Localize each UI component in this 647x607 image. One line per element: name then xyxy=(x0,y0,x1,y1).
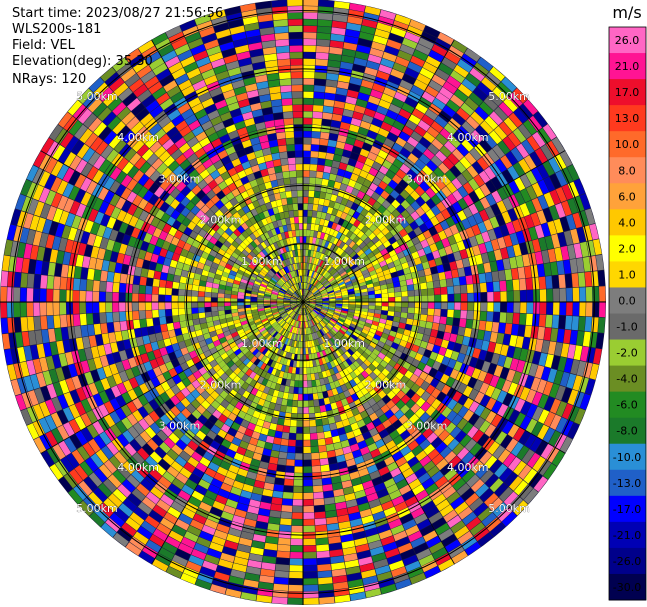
ring-label: 1.00km xyxy=(241,337,283,350)
velocity-gates-5 xyxy=(10,32,598,598)
velocity-gates-13 xyxy=(4,22,586,585)
nrays-label: NRays: 120 xyxy=(12,72,87,87)
velocity-colorbar: m/s 26.0 21.0 17.0 13.0 10.0 8.0 6.0 4.0 2.0 1.0 0.… xyxy=(608,3,647,601)
colorbar-tick-label: 4.0 xyxy=(618,216,636,229)
instrument-label: WLS200s-181 xyxy=(12,22,102,37)
colorbar-tick-label: -13.0 xyxy=(613,477,641,490)
ring-label: 5.00km xyxy=(488,90,530,103)
colorbar-tick-label: 26.0 xyxy=(615,34,640,47)
colorbar-segment xyxy=(609,287,646,314)
ring-label: 4.00km xyxy=(447,131,489,144)
colorbar-segment xyxy=(609,27,646,54)
colorbar-segment xyxy=(609,417,646,445)
colorbar-segment xyxy=(609,313,646,341)
colorbar-segment xyxy=(609,443,646,471)
ring-label: 2.00km xyxy=(200,214,242,227)
velocity-gates-18 xyxy=(0,29,591,585)
range-rings xyxy=(0,0,606,605)
colorbar-tick-label: 0.0 xyxy=(618,294,636,307)
colorbar-tick-label: -26.0 xyxy=(613,555,641,568)
colorbar-segment xyxy=(609,365,646,393)
colorbar-tick-label: 8.0 xyxy=(618,164,636,177)
colorbar-tick-label: -1.0 xyxy=(616,321,637,334)
velocity-gates-15 xyxy=(17,26,606,605)
velocity-gates-7 xyxy=(2,6,600,579)
colorbar-segment xyxy=(609,261,646,288)
colorbar-tick-label: 13.0 xyxy=(615,112,640,125)
colorbar-frame xyxy=(608,26,647,601)
colorbar-segment xyxy=(609,105,646,132)
start-time-label: Start time: 2023/08/27 21:56:56 xyxy=(12,6,224,21)
colorbar-tick-label: 2.0 xyxy=(618,242,636,255)
elevation-label: Elevation(deg): 35.30 xyxy=(12,54,153,69)
colorbar-tick-label: -21.0 xyxy=(613,529,641,542)
velocity-gates-12 xyxy=(8,14,596,601)
colorbar-unit: m/s xyxy=(612,3,641,22)
ring-label: 4.00km xyxy=(447,461,489,474)
field-label: Field: VEL xyxy=(12,38,75,53)
ring-label: 1.00km xyxy=(323,255,365,268)
colorbar-tick-label: 6.0 xyxy=(618,190,636,203)
colorbar-tick-label: -2.0 xyxy=(616,347,637,360)
colorbar-tick-label: -17.0 xyxy=(613,503,641,516)
velocity-gates-4 xyxy=(0,3,606,590)
colorbar-tick-label: -4.0 xyxy=(616,373,637,386)
colorbar-segment xyxy=(609,547,646,575)
colorbar-segment xyxy=(609,183,646,210)
ring-label: 2.00km xyxy=(200,378,242,391)
colorbar-segment xyxy=(609,209,646,236)
velocity-gates-20 xyxy=(8,0,586,598)
colorbar-segment xyxy=(609,469,646,497)
ring-label: 1.00km xyxy=(323,337,365,350)
colorbar-segment xyxy=(609,339,646,367)
ring-label: 2.00km xyxy=(365,378,407,391)
colorbar-segment xyxy=(609,157,646,184)
colorbar-segment xyxy=(609,495,646,523)
colorbar-tick-label: -30.0 xyxy=(613,581,641,594)
colorbar-tick-label: 1.0 xyxy=(618,268,636,281)
colorbar-segment xyxy=(609,573,646,601)
colorbar-segment xyxy=(609,79,646,106)
ring-label: 5.00km xyxy=(76,502,118,515)
colorbar-segment xyxy=(609,235,646,262)
colorbar-tick-label: 21.0 xyxy=(615,60,640,73)
colorbar-tick-label: -8.0 xyxy=(616,425,637,438)
colorbar-tick-label: -6.0 xyxy=(616,399,637,412)
colorbar-tick-label: 10.0 xyxy=(615,138,640,151)
velocity-gates-19 xyxy=(14,12,596,595)
ring-label: 3.00km xyxy=(159,420,201,433)
ring-label: 4.00km xyxy=(117,131,159,144)
colorbar-tick-label: -10.0 xyxy=(613,451,641,464)
colorbar-tick-label: 17.0 xyxy=(615,86,640,99)
velocity-gates-0 xyxy=(0,6,599,605)
ring-label: 5.00km xyxy=(76,90,118,103)
colorbar-segment xyxy=(609,521,646,549)
ring-label: 5.00km xyxy=(488,502,530,515)
ring-labels: 1.00km 1.00km 1.00km 1.00km 2.00km 2.00km 2.00… xyxy=(76,90,530,515)
colorbar-segment xyxy=(609,53,646,80)
ring-label: 2.00km xyxy=(365,214,407,227)
ring-label: 3.00km xyxy=(159,172,201,185)
ring-label: 3.00km xyxy=(406,420,448,433)
ring-label: 4.00km xyxy=(117,461,159,474)
colorbar-segment xyxy=(609,131,646,158)
azimuth-line-150 xyxy=(151,39,455,565)
ring-label: 3.00km xyxy=(406,172,448,185)
colorbar-segment xyxy=(609,391,646,419)
ring-label: 1.00km xyxy=(241,255,283,268)
